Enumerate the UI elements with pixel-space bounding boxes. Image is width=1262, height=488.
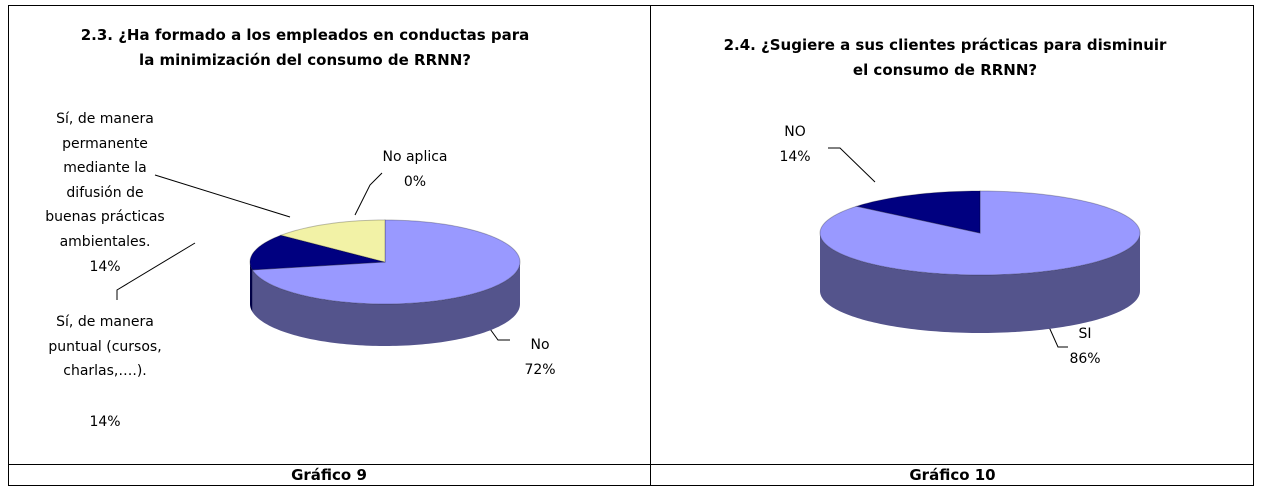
category-label: No xyxy=(530,337,550,353)
category-label: NO xyxy=(784,124,806,140)
slice xyxy=(279,219,386,263)
slice xyxy=(251,219,521,305)
slice xyxy=(249,234,386,271)
slice-side xyxy=(820,233,1140,333)
slice-side xyxy=(250,262,253,312)
slice xyxy=(854,190,981,234)
value-label: 14% xyxy=(779,149,811,165)
slice-tops xyxy=(819,190,1141,276)
chart-title: 2.3. ¿Ha formado a los empleados en cond… xyxy=(80,26,530,69)
table-border xyxy=(8,5,1254,486)
leader-line xyxy=(828,147,876,183)
slice-side xyxy=(252,262,520,346)
caption: Gráfico 10 xyxy=(909,466,996,484)
value-label: 14% xyxy=(89,414,121,430)
leader-line xyxy=(116,242,196,300)
category-label: SI xyxy=(1078,326,1092,342)
slice-tops xyxy=(249,219,521,305)
value-label: 0% xyxy=(403,174,427,190)
slice-sides xyxy=(250,262,520,346)
caption: Gráfico 9 xyxy=(291,466,367,484)
value-label: 72% xyxy=(524,362,556,378)
leader-line xyxy=(154,174,291,218)
category-label: Sí, de manera puntual (cursos, charlas,…… xyxy=(48,314,162,379)
category-label: No aplica xyxy=(382,149,448,165)
chart-title: 2.4. ¿Sugiere a sus clientes prácticas p… xyxy=(723,36,1167,79)
category-label: Sí, de manera permanente mediante la dif… xyxy=(45,111,165,250)
value-label: 86% xyxy=(1069,351,1101,367)
leader-line xyxy=(354,172,383,216)
slice-sides xyxy=(820,233,1140,333)
value-label: 14% xyxy=(89,259,121,275)
slice xyxy=(819,190,1141,276)
leader-lines xyxy=(116,147,1068,348)
